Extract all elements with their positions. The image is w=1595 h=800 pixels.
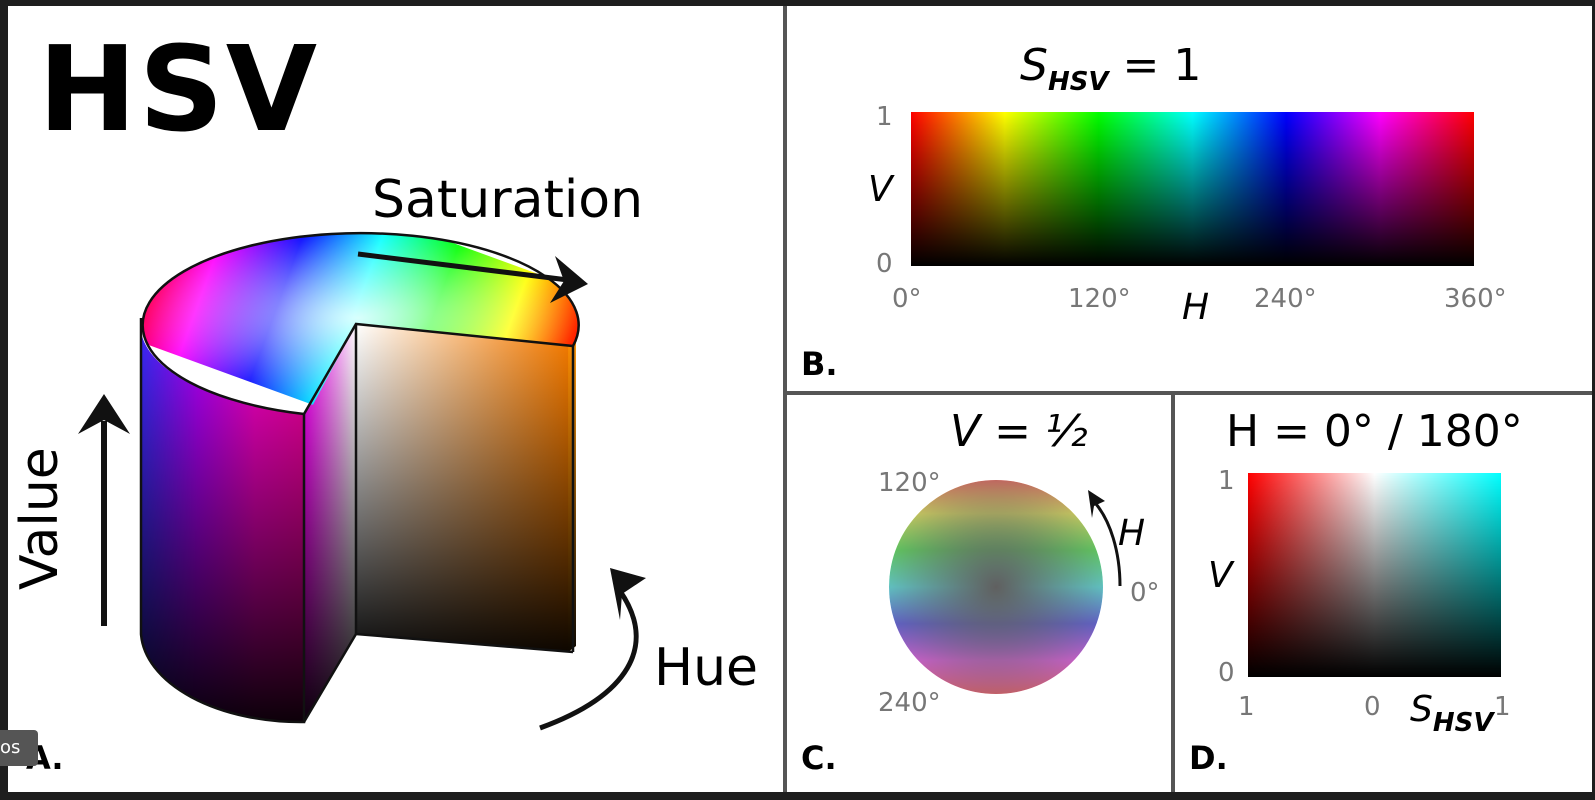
hue-arrow (539, 568, 646, 731)
d-s-axis-label: SHSV (1410, 689, 1494, 738)
disc-hue-arrow (1088, 490, 1122, 587)
b-h-tick-240: 240° (1254, 284, 1317, 314)
d-v-bottom-tick: 0 (1218, 658, 1235, 688)
b-h-tick-0: 0° (892, 284, 922, 314)
hsv-cylinder (139, 231, 580, 724)
title-hsv: HSV (38, 20, 320, 158)
d-s-right-tick: 1 (1494, 692, 1511, 722)
panel-dividers (783, 6, 1592, 792)
d-v-top-tick: 1 (1218, 466, 1235, 496)
d-v-axis-label: V (1208, 555, 1233, 596)
b-h-axis-label: H (1182, 287, 1210, 328)
hue-disc (889, 480, 1103, 694)
panel-b-equation: SHSV = 1 (1020, 40, 1202, 97)
c-deg-0: 0° (1130, 578, 1160, 608)
saturation-label: Saturation (372, 170, 644, 230)
panel-letter-d: D. (1189, 739, 1228, 777)
panel-d-equation: H = 0° / 180° (1226, 406, 1523, 457)
hsv-figure: HSV Saturation Value Hue A. SHSV = 1 1 V… (8, 6, 1592, 792)
d-s-left-tick: 1 (1238, 692, 1255, 722)
b-h-tick-120: 120° (1068, 284, 1131, 314)
saturation-arrow (357, 251, 588, 303)
d-s-mid-tick: 0 (1364, 692, 1381, 722)
b-v-top-tick: 1 (876, 102, 893, 132)
b-v-axis-label: V (868, 169, 893, 210)
b-h-tick-360: 360° (1444, 284, 1507, 314)
value-arrow (78, 394, 130, 626)
hue-value-gradient (911, 112, 1474, 266)
hue-label: Hue (654, 638, 759, 698)
video-overlay-tag[interactable]: os (0, 730, 38, 766)
c-deg-120: 120° (878, 468, 941, 498)
saturation-value-square (1248, 473, 1501, 677)
value-label: Value (10, 447, 70, 590)
c-deg-240: 240° (878, 688, 941, 718)
figure-graphics (78, 6, 1592, 792)
b-v-bottom-tick: 0 (876, 249, 893, 279)
panel-c-equation: V = ½ (950, 406, 1088, 457)
panel-letter-c: C. (801, 739, 837, 777)
c-h-axis-label: H (1118, 513, 1146, 554)
panel-letter-b: B. (801, 345, 838, 383)
